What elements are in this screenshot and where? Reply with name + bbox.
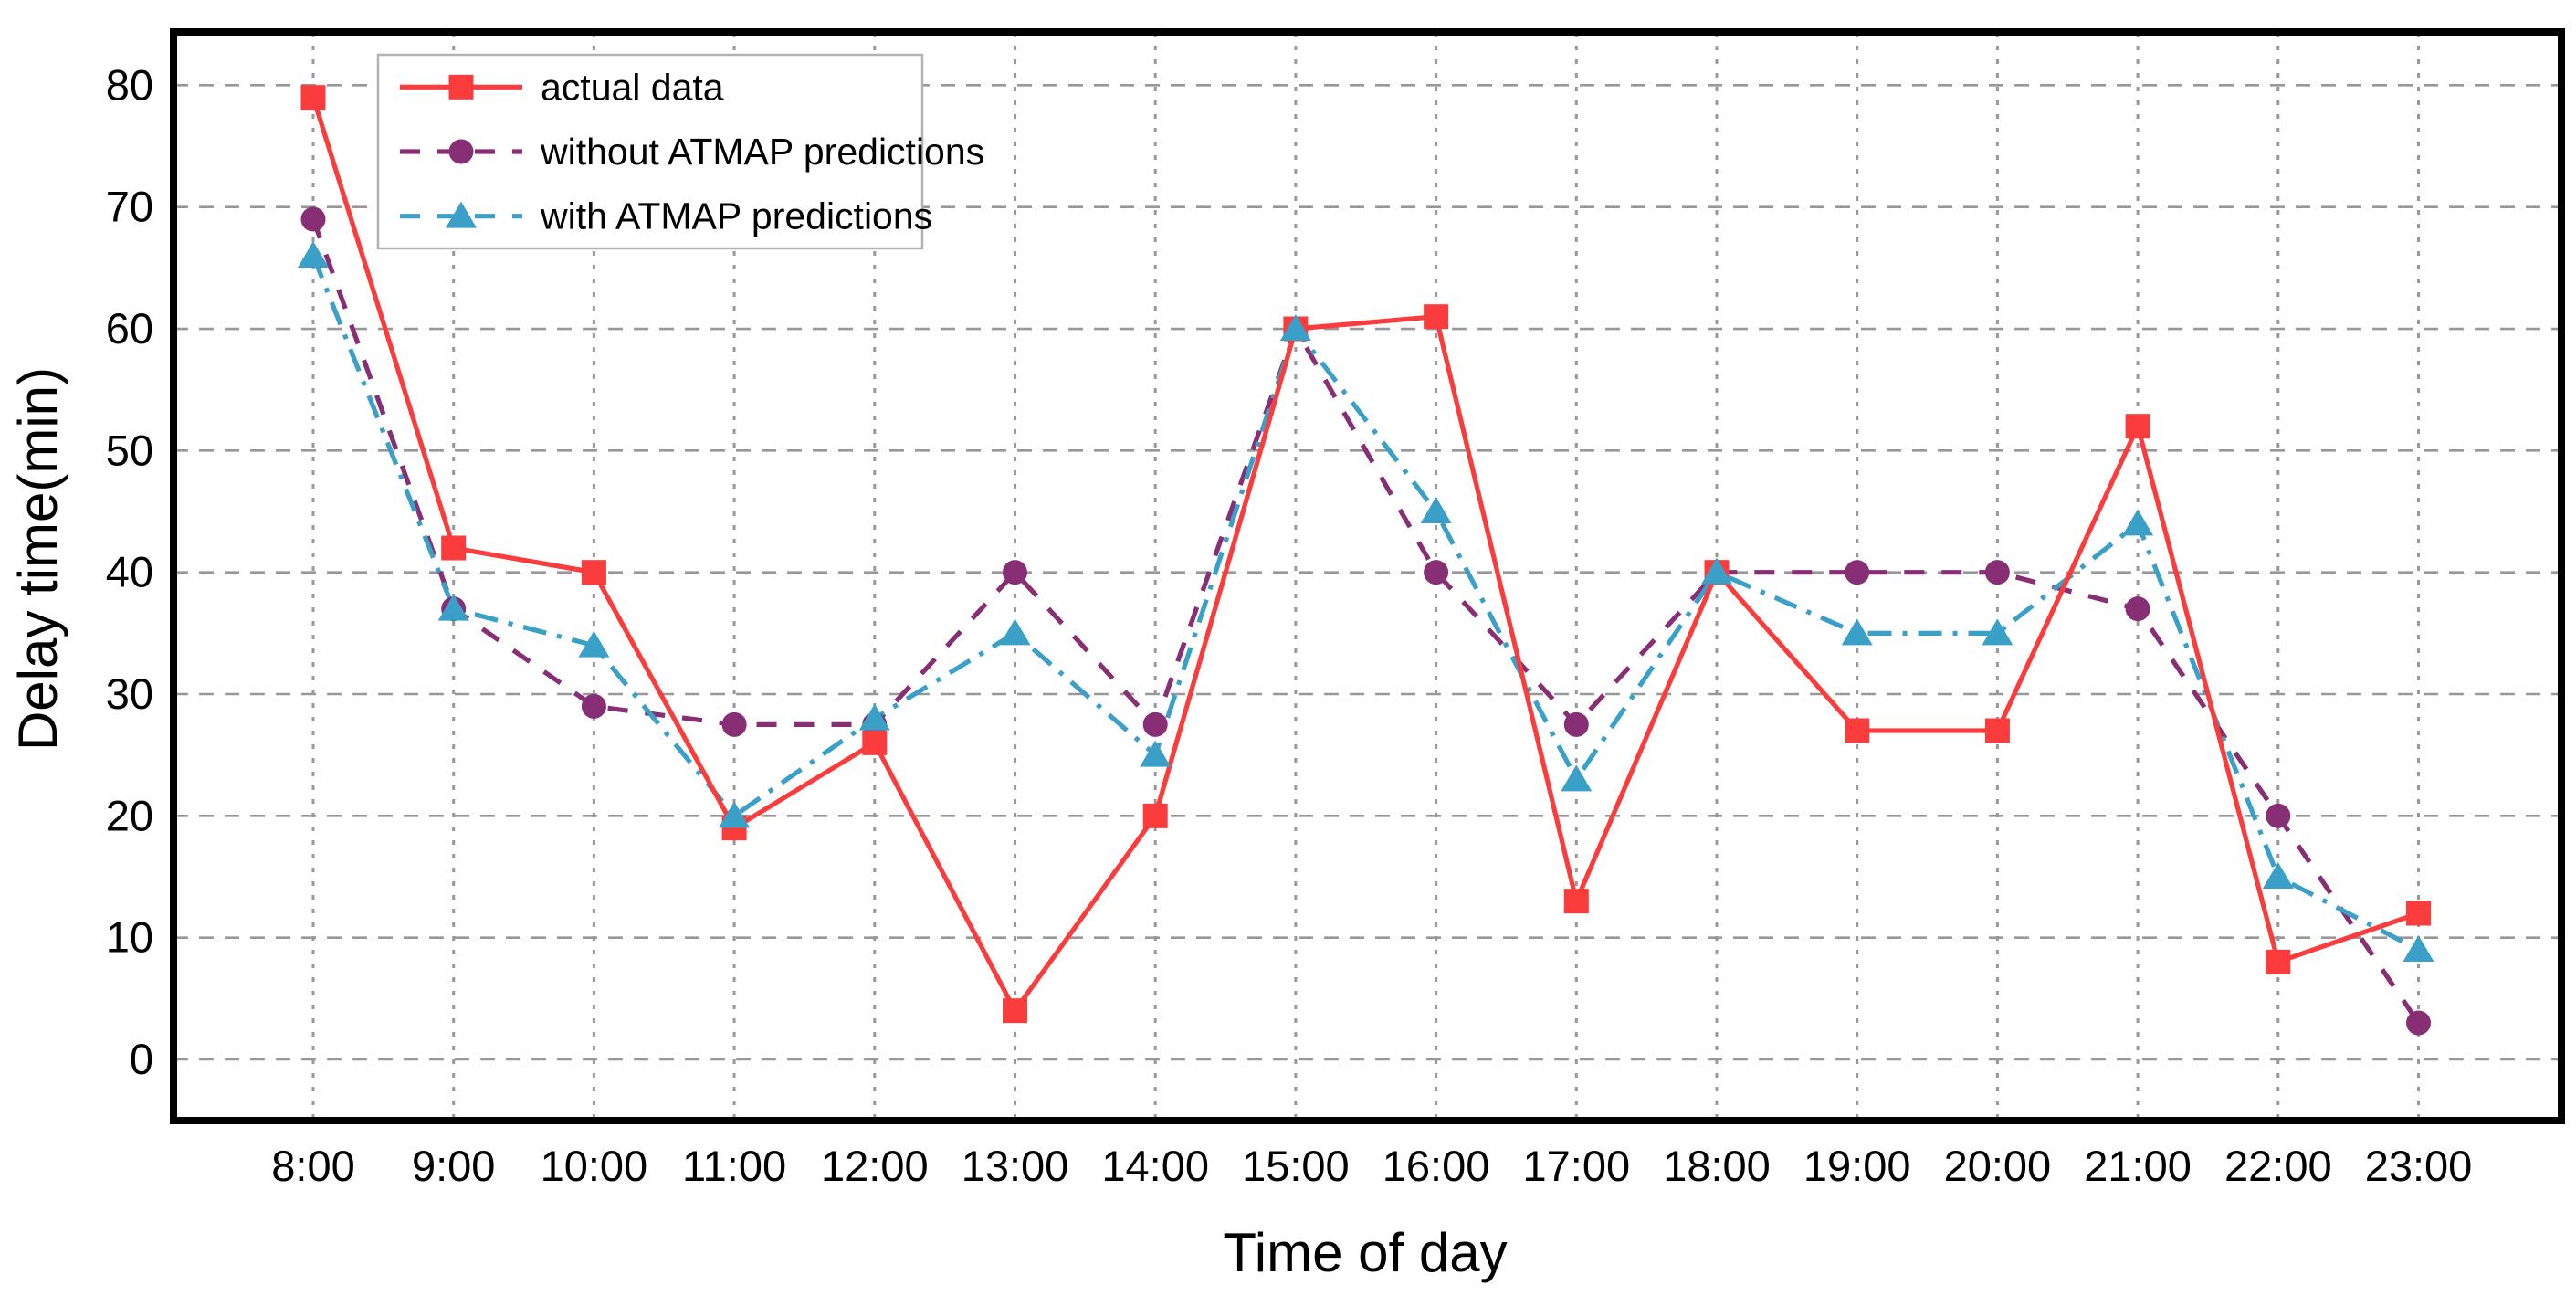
circle-marker xyxy=(1845,560,1870,585)
marker-layer xyxy=(298,85,2434,1036)
square-marker xyxy=(1984,718,2010,743)
square-marker xyxy=(300,85,326,111)
x-tick-label: 17:00 xyxy=(1522,1142,1630,1190)
triangle-marker xyxy=(1982,618,2013,646)
legend-label: without ATMAP predictions xyxy=(540,131,984,173)
y-tick-label: 60 xyxy=(106,304,153,353)
x-tick-label: 10:00 xyxy=(541,1142,648,1190)
y-tick-label: 80 xyxy=(106,60,153,109)
triangle-marker xyxy=(719,801,751,828)
x-tick-label: 18:00 xyxy=(1663,1142,1771,1190)
y-tick-label: 40 xyxy=(106,548,153,596)
circle-marker xyxy=(1563,711,1589,737)
circle-marker xyxy=(1142,711,1168,737)
square-marker xyxy=(2406,901,2431,926)
triangle-marker xyxy=(298,241,329,269)
x-tick-label: 13:00 xyxy=(962,1142,1069,1190)
y-tick-label: 10 xyxy=(106,913,153,962)
triangle-marker xyxy=(437,594,469,621)
square-marker xyxy=(1424,304,1449,330)
square-marker xyxy=(1845,718,1870,743)
circle-marker xyxy=(1984,560,2010,585)
x-tick-label: 23:00 xyxy=(2365,1142,2473,1190)
x-tick-label: 16:00 xyxy=(1383,1142,1490,1190)
triangle-marker xyxy=(1701,557,1732,585)
circle-marker xyxy=(721,711,747,737)
square-marker xyxy=(581,560,606,585)
triangle-marker xyxy=(1841,618,1873,646)
triangle-marker xyxy=(858,703,890,731)
square-marker xyxy=(1563,889,1589,914)
y-tick-label: 30 xyxy=(106,669,153,718)
x-axis-title: Time of day xyxy=(1223,1222,1507,1283)
legend-triangle-marker xyxy=(446,201,477,228)
circle-marker xyxy=(2406,1010,2431,1036)
y-tick-label: 70 xyxy=(106,183,153,231)
circle-marker xyxy=(581,693,606,719)
circle-marker xyxy=(2266,803,2291,828)
series-line-with-atmap-predictions xyxy=(310,255,2420,953)
triangle-marker xyxy=(1140,740,1172,767)
triangle-marker xyxy=(999,618,1031,646)
legend-entry: with ATMAP predictions xyxy=(400,195,932,237)
frame-layer xyxy=(170,28,2565,1124)
triangle-marker xyxy=(1561,764,1593,792)
series-layer xyxy=(310,96,2421,1025)
square-marker xyxy=(1003,998,1027,1024)
triangle-marker xyxy=(1420,497,1452,524)
y-tick-label: 0 xyxy=(130,1035,153,1083)
x-tick-label: 14:00 xyxy=(1101,1142,1209,1190)
legend-circle-marker xyxy=(448,139,474,164)
tick-layer: 0 10 20 30 40 50 60 70 80 8:00 9:00 10:00 11:00 12:00… xyxy=(106,60,2473,1190)
triangle-marker xyxy=(578,630,610,658)
x-tick-label: 11:00 xyxy=(682,1142,786,1190)
square-marker xyxy=(2125,414,2150,439)
legend: actual data without ATMAP predictions with… xyxy=(376,53,984,250)
triangle-marker xyxy=(2262,862,2294,890)
legend-label: actual data xyxy=(541,66,724,108)
square-marker xyxy=(862,730,888,755)
square-marker xyxy=(1142,803,1168,828)
x-tick-label: 21:00 xyxy=(2084,1142,2192,1190)
triangle-marker xyxy=(2122,509,2154,536)
circle-marker xyxy=(300,206,326,232)
y-axis-title: Delay time(min) xyxy=(7,367,68,751)
series-line-actual-data xyxy=(310,96,2420,1014)
y-tick-label: 20 xyxy=(106,791,153,839)
circle-marker xyxy=(1424,560,1449,585)
triangle-marker xyxy=(1279,314,1311,342)
x-tick-label: 9:00 xyxy=(412,1142,495,1190)
triangle-marker xyxy=(2403,935,2434,963)
y-tick-label: 50 xyxy=(106,426,153,474)
legend-square-marker xyxy=(448,74,474,100)
x-tick-label: 20:00 xyxy=(1944,1142,2052,1190)
x-tick-label: 19:00 xyxy=(1803,1142,1911,1190)
x-tick-label: 12:00 xyxy=(821,1142,929,1190)
series-line-without-atmap-predictions xyxy=(310,218,2421,1025)
legend-entry: actual data xyxy=(400,66,724,108)
square-marker xyxy=(2266,949,2291,974)
x-tick-label: 22:00 xyxy=(2224,1142,2332,1190)
x-tick-label: 15:00 xyxy=(1242,1142,1350,1190)
circle-marker xyxy=(1003,560,1027,585)
legend-entry: without ATMAP predictions xyxy=(400,131,984,173)
x-tick-label: 8:00 xyxy=(271,1142,354,1190)
plot-border xyxy=(170,28,2565,1124)
square-marker xyxy=(441,535,467,561)
legend-label: with ATMAP predictions xyxy=(540,195,932,237)
circle-marker xyxy=(2125,596,2150,622)
